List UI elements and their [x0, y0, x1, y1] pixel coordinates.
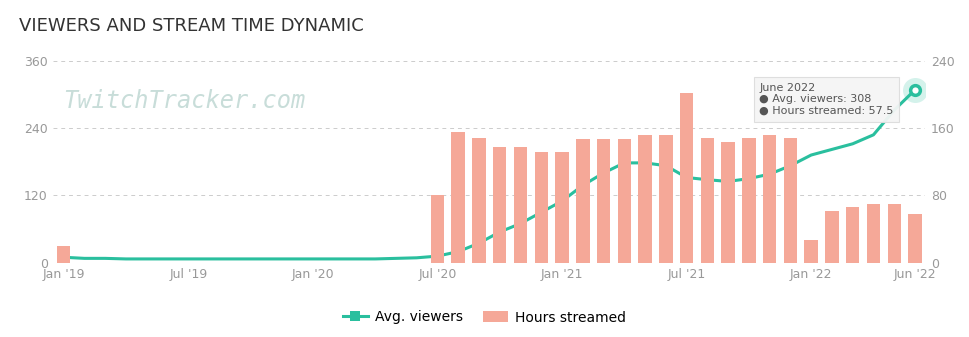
Bar	[908, 214, 922, 263]
Text: June 2022
● Avg. viewers: 308
● Hours streamed: 57.5: June 2022 ● Avg. viewers: 308 ● Hours st…	[760, 83, 893, 116]
Bar	[452, 132, 465, 263]
Bar	[576, 139, 589, 263]
Bar	[721, 143, 735, 263]
Bar	[57, 246, 71, 263]
Bar	[701, 138, 714, 263]
Bar	[763, 135, 776, 263]
Bar	[430, 195, 444, 263]
Bar	[514, 147, 527, 263]
Bar	[826, 211, 839, 263]
Bar	[493, 147, 507, 263]
Bar	[866, 204, 880, 263]
Legend: Avg. viewers, Hours streamed: Avg. viewers, Hours streamed	[337, 305, 632, 330]
Text: VIEWERS AND STREAM TIME DYNAMIC: VIEWERS AND STREAM TIME DYNAMIC	[19, 17, 364, 35]
Bar	[804, 240, 818, 263]
Bar	[680, 93, 694, 263]
Bar	[617, 139, 631, 263]
Bar	[784, 138, 797, 263]
Bar	[846, 207, 860, 263]
Bar	[535, 152, 548, 263]
Bar	[555, 152, 569, 263]
Bar	[742, 138, 756, 263]
Bar	[659, 135, 672, 263]
Bar	[597, 139, 610, 263]
Bar	[472, 138, 485, 263]
Text: TwitchTracker.com: TwitchTracker.com	[63, 89, 305, 113]
Bar	[888, 204, 901, 263]
Bar	[639, 135, 652, 263]
